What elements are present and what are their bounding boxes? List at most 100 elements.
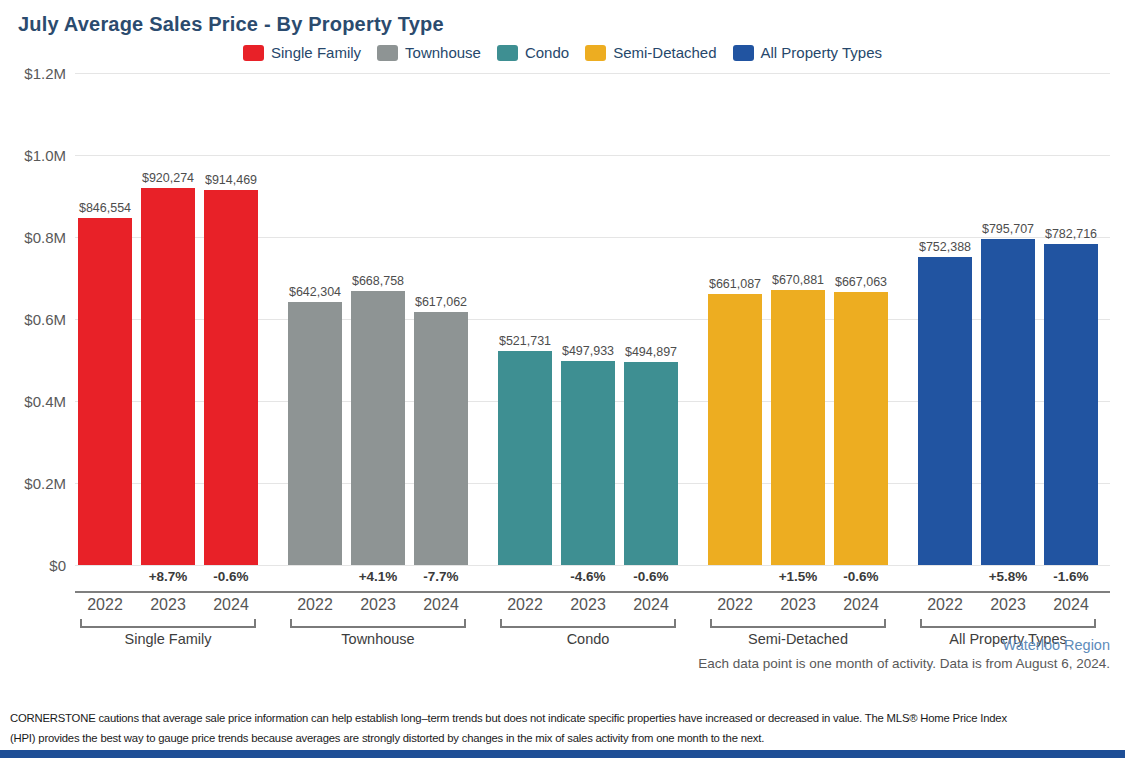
- bar-cell: $661,087: [708, 294, 762, 565]
- year-tick-label: 2024: [624, 596, 678, 614]
- bar-cell: $782,716: [1044, 244, 1098, 565]
- pct-change-label: +8.7%: [141, 569, 195, 588]
- bar-cell: $752,388: [918, 257, 972, 565]
- pct-change-row: +4.1%-7.7%: [288, 569, 468, 588]
- gridline: [75, 565, 1110, 566]
- bar-2024: [1044, 244, 1098, 565]
- year-tick-label: 2022: [708, 596, 762, 614]
- bar-2023: [141, 188, 195, 565]
- legend-swatch-icon: [585, 45, 606, 61]
- chart-legend: Single FamilyTownhouseCondoSemi-Detached…: [0, 44, 1125, 61]
- group-bracket: [500, 619, 676, 628]
- bar-cell: $670,881: [771, 290, 825, 565]
- bar-2024: [204, 190, 258, 565]
- pct-change-label: [288, 569, 342, 588]
- bar-group-all-property-types: $752,388$795,707$782,716: [918, 239, 1098, 565]
- pct-change-label: -4.6%: [561, 569, 615, 588]
- year-row: 2022 2023 2024: [78, 596, 258, 614]
- bar-value-label: $617,062: [415, 295, 467, 309]
- bar-2024: [624, 362, 678, 565]
- year-tick-label: 2022: [78, 596, 132, 614]
- bar-group-semi-detached: $661,087$670,881$667,063: [708, 290, 888, 565]
- x-axis-group: +5.8%-1.6%202220232024All Property Types: [918, 569, 1098, 647]
- year-tick-label: 2023: [561, 596, 615, 614]
- bar-value-label: $795,707: [982, 222, 1034, 236]
- group-bracket: [290, 619, 466, 628]
- x-axis-group: +1.5%-0.6% 2022 2023 2024 Semi-Detached: [708, 569, 888, 647]
- bar-2024: [834, 292, 888, 565]
- group-bracket: [710, 619, 886, 628]
- year-row: 2022 2023 2024: [708, 596, 888, 614]
- bar-2022: [708, 294, 762, 565]
- bar-cell: $617,062: [414, 312, 468, 565]
- bar-2023: [771, 290, 825, 565]
- bar-2023: [561, 361, 615, 565]
- legend-item-label: Townhouse: [405, 44, 481, 61]
- bar-group-condo: $521,731$497,933$494,897: [498, 351, 678, 565]
- bar-cell: $846,554: [78, 218, 132, 565]
- group-label: Single Family: [78, 631, 258, 647]
- year-tick-label: 2023: [771, 596, 825, 614]
- pct-change-label: -0.6%: [204, 569, 258, 588]
- legend-swatch-icon: [733, 45, 754, 61]
- bottom-accent-bar: [0, 750, 1125, 758]
- bar-group-single-family: $846,554$920,274$914,469: [78, 188, 258, 565]
- bar-2023: [351, 291, 405, 565]
- pct-change-row: +1.5%-0.6%: [708, 569, 888, 588]
- disclaimer-line-1: CORNERSTONE cautions that average sale p…: [10, 708, 1118, 728]
- bar-cell: $497,933: [561, 361, 615, 565]
- legend-swatch-icon: [377, 45, 398, 61]
- pct-change-label: -1.6%: [1044, 569, 1098, 588]
- legend-item-label: Semi-Detached: [613, 44, 716, 61]
- y-axis-tick-label: $0.4M: [0, 393, 66, 410]
- bar-cell: $920,274: [141, 188, 195, 565]
- legend-item-label: All Property Types: [761, 44, 882, 61]
- bar-value-label: $642,304: [289, 285, 341, 299]
- bar-cell: $521,731: [498, 351, 552, 565]
- y-axis-tick-label: $0.6M: [0, 311, 66, 328]
- pct-change-label: [708, 569, 762, 588]
- bar-value-label: $661,087: [709, 277, 761, 291]
- y-axis-tick-label: $1.0M: [0, 147, 66, 164]
- pct-change-label: -0.6%: [624, 569, 678, 588]
- bar-cell: $494,897: [624, 362, 678, 565]
- legend-item-semi-detached: Semi-Detached: [585, 44, 716, 61]
- year-tick-label: 2023: [351, 596, 405, 614]
- year-tick-label: 2024: [414, 596, 468, 614]
- legend-item-all-property-types: All Property Types: [733, 44, 882, 61]
- bar-chart: $1.2M$1.0M$0.8M$0.6M$0.4M$0.2M$0 $846,55…: [0, 65, 1125, 758]
- bar-value-label: $914,469: [205, 173, 257, 187]
- pct-change-label: +1.5%: [771, 569, 825, 588]
- group-label: Semi-Detached: [708, 631, 888, 647]
- disclaimer-line-2: (HPI) provides the best way to gauge pri…: [10, 728, 1118, 748]
- pct-change-row: +8.7% -0.6%: [78, 569, 258, 588]
- year-row: 202220232024: [288, 596, 468, 614]
- year-tick-label: 2024: [834, 596, 888, 614]
- pct-change-label: +4.1%: [351, 569, 405, 588]
- bar-cell: $642,304: [288, 302, 342, 565]
- legend-item-townhouse: Townhouse: [377, 44, 481, 61]
- x-axis-group: -4.6%-0.6%202220232024Condo: [498, 569, 678, 647]
- chart-title: July Average Sales Price - By Property T…: [18, 13, 444, 36]
- bar-2024: [414, 312, 468, 565]
- data-note: Each data point is one month of activity…: [698, 656, 1110, 671]
- year-tick-label: 2022: [918, 596, 972, 614]
- year-row: 202220232024: [498, 596, 678, 614]
- y-axis-tick-label: $0.2M: [0, 475, 66, 492]
- bar-cell: $667,063: [834, 292, 888, 565]
- pct-change-label: +5.8%: [981, 569, 1035, 588]
- year-tick-label: 2024: [1044, 596, 1098, 614]
- y-axis-tick-label: $1.2M: [0, 65, 66, 82]
- bar-value-label: $670,881: [772, 273, 824, 287]
- y-axis-tick-label: $0: [0, 557, 66, 574]
- plot-area: $846,554$920,274$914,469$642,304$668,758…: [75, 65, 1110, 565]
- year-tick-label: 2023: [141, 596, 195, 614]
- bar-value-label: $668,758: [352, 274, 404, 288]
- bar-2022: [498, 351, 552, 565]
- year-tick-label: 2023: [981, 596, 1035, 614]
- legend-item-single-family: Single Family: [243, 44, 361, 61]
- bar-value-label: $494,897: [625, 345, 677, 359]
- legend-item-label: Single Family: [271, 44, 361, 61]
- year-tick-label: 2024: [204, 596, 258, 614]
- bar-group-townhouse: $642,304$668,758$617,062: [288, 291, 468, 565]
